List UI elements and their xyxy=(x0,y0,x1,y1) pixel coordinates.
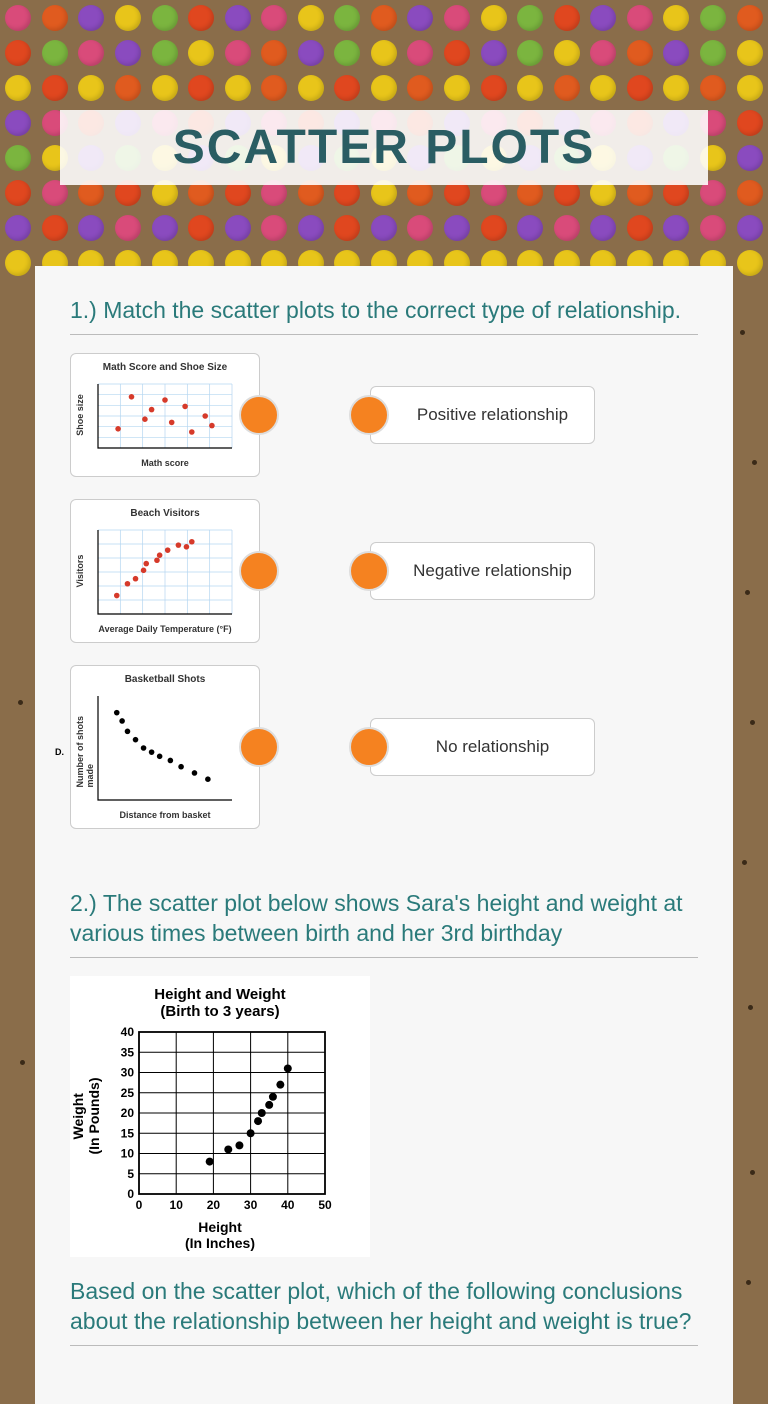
question-2-followup: Based on the scatter plot, which of the … xyxy=(70,1277,698,1346)
q2-chart-ylabel: Weight(In Pounds) xyxy=(70,1078,102,1155)
scatter-plot-card[interactable]: Math Score and Shoe Size Shoe size Math sc… xyxy=(70,353,260,477)
answer-card[interactable]: No relationship xyxy=(370,718,595,776)
svg-text:15: 15 xyxy=(121,1126,135,1140)
match-row: Math Score and Shoe Size Shoe size Math sc… xyxy=(70,353,698,477)
answer-label: Positive relationship xyxy=(417,405,568,424)
answer-label: No relationship xyxy=(436,737,549,756)
plot-title: Math Score and Shoe Size xyxy=(79,362,251,373)
plot-xlabel: Average Daily Temperature (°F) xyxy=(79,624,251,634)
svg-text:20: 20 xyxy=(121,1106,135,1120)
svg-text:0: 0 xyxy=(136,1198,143,1212)
plot-title: Beach Visitors xyxy=(79,508,251,519)
answer-card[interactable]: Negative relationship xyxy=(370,542,595,600)
svg-text:10: 10 xyxy=(170,1198,184,1212)
svg-text:10: 10 xyxy=(121,1147,135,1161)
drag-dock-icon[interactable] xyxy=(239,727,279,767)
question-1-prompt: 1.) Match the scatter plots to the corre… xyxy=(70,296,698,335)
q2-chart-title: Height and Weight(Birth to 3 years) xyxy=(74,986,366,1021)
svg-text:40: 40 xyxy=(121,1026,135,1039)
svg-text:30: 30 xyxy=(244,1198,258,1212)
match-row: Beach Visitors Visitors Average Daily Temp… xyxy=(70,499,698,643)
worksheet-card: 1.) Match the scatter plots to the corre… xyxy=(35,266,733,1404)
match-grid: Math Score and Shoe Size Shoe size Math sc… xyxy=(70,353,698,829)
drag-dock-icon[interactable] xyxy=(349,727,389,767)
plot-xlabel: Distance from basket xyxy=(79,810,251,820)
q2-chart-xlabel: Height(In Inches) xyxy=(74,1220,366,1251)
q2-scatter-chart: Height and Weight(Birth to 3 years) Weig… xyxy=(70,976,370,1257)
answer-label: Negative relationship xyxy=(413,561,572,580)
scatter-plot-card[interactable]: Basketball ShotsNumber of shots madeD.Di… xyxy=(70,665,260,829)
plot-ylabel: Shoe size xyxy=(75,394,85,436)
plot-ylabel: Visitors xyxy=(75,554,85,587)
answer-card[interactable]: Positive relationship xyxy=(370,386,595,444)
page-title: SCATTER PLOTS xyxy=(60,120,708,175)
svg-text:30: 30 xyxy=(121,1066,135,1080)
svg-text:40: 40 xyxy=(281,1198,295,1212)
drag-dock-icon[interactable] xyxy=(349,395,389,435)
scatter-plot-card[interactable]: Beach Visitors Visitors Average Daily Temp… xyxy=(70,499,260,643)
drag-dock-icon[interactable] xyxy=(239,395,279,435)
drag-dock-icon[interactable] xyxy=(349,551,389,591)
drag-dock-icon[interactable] xyxy=(239,551,279,591)
match-row: Basketball ShotsNumber of shots madeD.Di… xyxy=(70,665,698,829)
plot-title: Basketball Shots xyxy=(79,674,251,685)
page-title-box: SCATTER PLOTS xyxy=(60,110,708,185)
plot-xlabel: Math score xyxy=(79,458,251,468)
svg-text:25: 25 xyxy=(121,1086,135,1100)
svg-text:20: 20 xyxy=(207,1198,221,1212)
question-2-prompt: 2.) The scatter plot below shows Sara's … xyxy=(70,889,698,958)
svg-text:5: 5 xyxy=(127,1167,134,1181)
svg-text:0: 0 xyxy=(127,1187,134,1201)
svg-text:35: 35 xyxy=(121,1045,135,1059)
q2-chart-svg: 0 10 20 30 40 50 0 5 10 15 20 25 30 35 40 xyxy=(105,1026,335,1216)
plot-ylabel: Number of shots made xyxy=(75,706,95,787)
svg-text:50: 50 xyxy=(318,1198,332,1212)
